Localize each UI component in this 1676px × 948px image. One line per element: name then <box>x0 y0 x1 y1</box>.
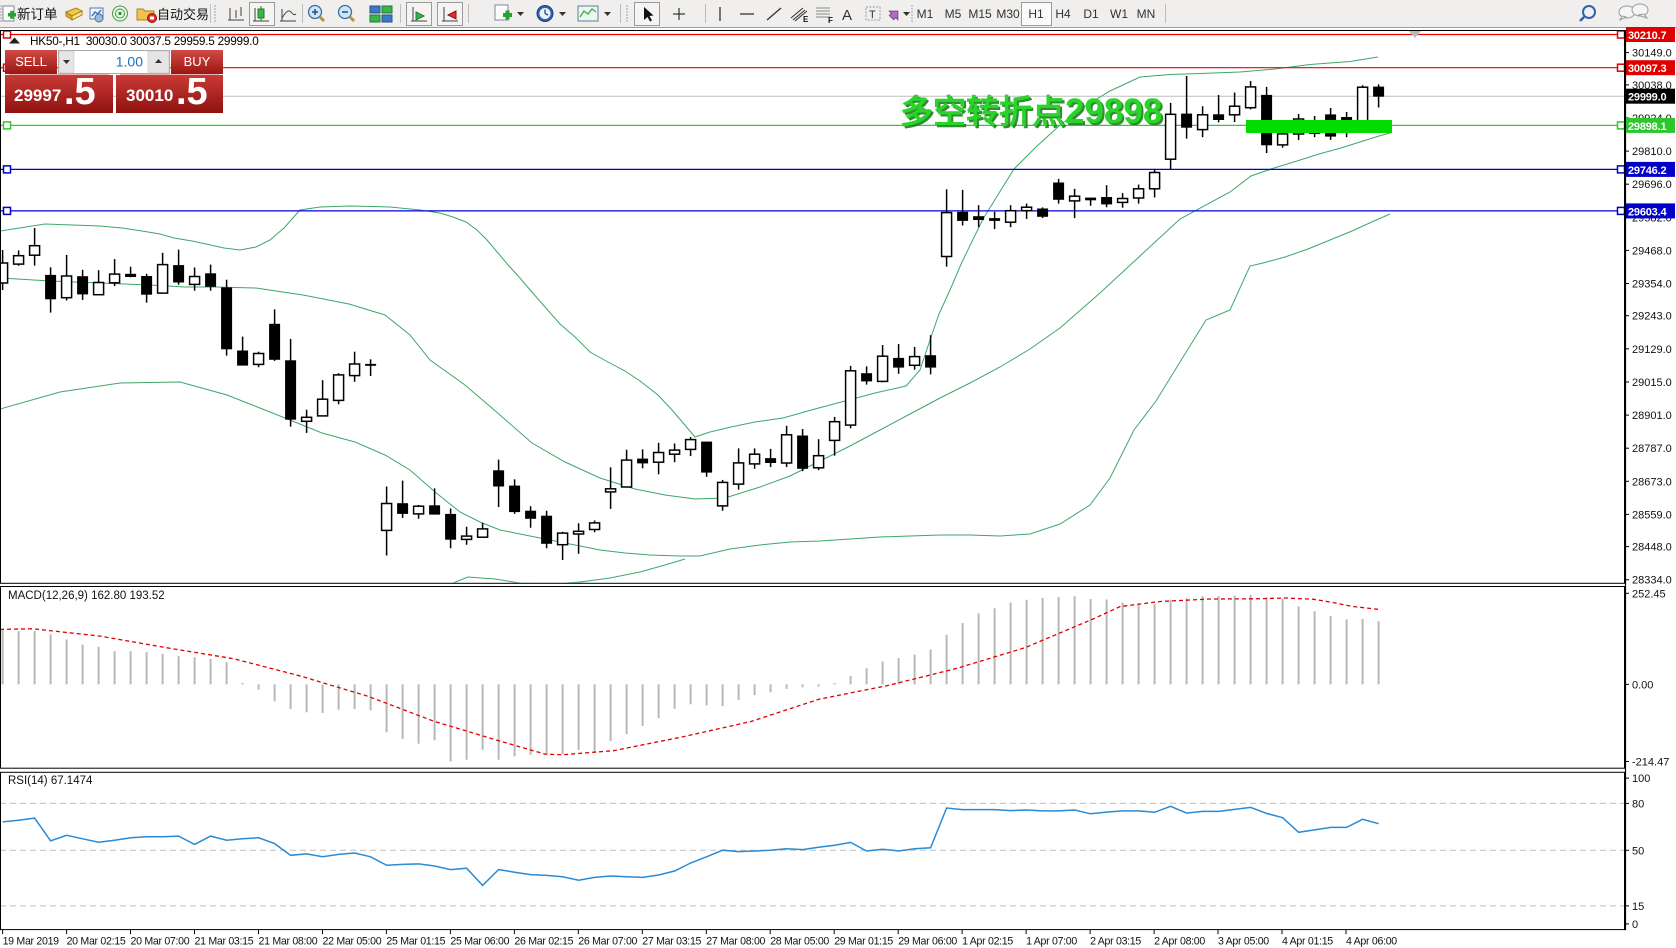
svg-text:多空转折点29898: 多空转折点29898 <box>902 94 1164 133</box>
svg-text:多空转折点29898: 多空转折点29898 <box>900 92 1162 131</box>
svg-text:26 Mar 02:15: 26 Mar 02:15 <box>514 936 573 948</box>
svg-text:BUY: BUY <box>184 54 211 69</box>
svg-text:H4: H4 <box>1055 7 1071 21</box>
svg-text:M30: M30 <box>996 7 1020 21</box>
svg-text:30097.3: 30097.3 <box>1628 63 1666 75</box>
svg-text:H1: H1 <box>1028 7 1044 21</box>
svg-text:27 Mar 03:15: 27 Mar 03:15 <box>642 936 701 948</box>
svg-text:-214.47: -214.47 <box>1632 757 1669 769</box>
svg-text:20 Mar 02:15: 20 Mar 02:15 <box>67 936 126 948</box>
svg-text:29898.1: 29898.1 <box>1628 121 1666 133</box>
svg-text:1 Apr 07:00: 1 Apr 07:00 <box>1026 936 1077 948</box>
svg-text:W1: W1 <box>1110 7 1128 21</box>
svg-text:28448.0: 28448.0 <box>1632 542 1672 554</box>
svg-text:80: 80 <box>1632 798 1644 810</box>
svg-text:自动交易: 自动交易 <box>157 7 209 22</box>
svg-text:19 Mar 2019: 19 Mar 2019 <box>3 936 60 948</box>
svg-text:0: 0 <box>1632 919 1638 931</box>
svg-text:29746.2: 29746.2 <box>1628 165 1666 177</box>
svg-text:27 Mar 08:00: 27 Mar 08:00 <box>706 936 765 948</box>
svg-text:29810.0: 29810.0 <box>1632 146 1672 158</box>
svg-text:15: 15 <box>1632 901 1644 913</box>
svg-text:D1: D1 <box>1083 7 1099 21</box>
svg-text:2 Apr 03:15: 2 Apr 03:15 <box>1090 936 1141 948</box>
svg-text:29129.0: 29129.0 <box>1632 344 1672 356</box>
svg-text:F: F <box>828 16 833 25</box>
svg-text:28 Mar 05:00: 28 Mar 05:00 <box>770 936 829 948</box>
svg-text:0.00: 0.00 <box>1632 679 1653 691</box>
svg-text:22 Mar 05:00: 22 Mar 05:00 <box>323 936 382 948</box>
svg-text:30010: 30010 <box>126 86 173 105</box>
svg-text:28334.0: 28334.0 <box>1632 575 1672 587</box>
svg-text:29468.0: 29468.0 <box>1632 245 1672 257</box>
svg-text:.5: .5 <box>176 71 208 113</box>
svg-text:29 Mar 06:00: 29 Mar 06:00 <box>898 936 957 948</box>
svg-text:MN: MN <box>1137 7 1156 21</box>
svg-text:4 Apr 06:00: 4 Apr 06:00 <box>1346 936 1397 948</box>
svg-text:RSI(14) 67.1474: RSI(14) 67.1474 <box>8 775 93 787</box>
svg-text:252.45: 252.45 <box>1632 588 1666 600</box>
svg-text:29015.0: 29015.0 <box>1632 377 1672 389</box>
svg-text:21 Mar 03:15: 21 Mar 03:15 <box>195 936 254 948</box>
svg-text:M1: M1 <box>917 7 934 21</box>
svg-text:M15: M15 <box>968 7 992 21</box>
svg-text:29696.0: 29696.0 <box>1632 179 1672 191</box>
svg-text:T: T <box>869 9 876 21</box>
svg-text:4 Apr 01:15: 4 Apr 01:15 <box>1282 936 1333 948</box>
svg-text:28673.0: 28673.0 <box>1632 476 1672 488</box>
svg-text:M5: M5 <box>945 7 962 21</box>
svg-text:28787.0: 28787.0 <box>1632 443 1672 455</box>
svg-text:29243.0: 29243.0 <box>1632 311 1672 323</box>
svg-text:29999.0: 29999.0 <box>1628 92 1666 104</box>
svg-text:50: 50 <box>1632 845 1644 857</box>
svg-text:100: 100 <box>1632 773 1650 785</box>
svg-text:.5: .5 <box>64 71 96 113</box>
svg-text:A: A <box>842 7 852 24</box>
svg-text:20 Mar 07:00: 20 Mar 07:00 <box>131 936 190 948</box>
svg-text:21 Mar 08:00: 21 Mar 08:00 <box>259 936 318 948</box>
svg-text:1.00: 1.00 <box>116 54 143 70</box>
svg-text:MACD(12,26,9) 162.80 193.52: MACD(12,26,9) 162.80 193.52 <box>8 590 165 602</box>
svg-text:28901.0: 28901.0 <box>1632 410 1672 422</box>
svg-text:25 Mar 01:15: 25 Mar 01:15 <box>386 936 445 948</box>
svg-text:SELL: SELL <box>15 54 47 69</box>
svg-text:新订单: 新订单 <box>17 7 58 22</box>
svg-text:2 Apr 08:00: 2 Apr 08:00 <box>1154 936 1205 948</box>
svg-text:29354.0: 29354.0 <box>1632 279 1672 291</box>
svg-text:30210.7: 30210.7 <box>1628 30 1666 42</box>
svg-text:26 Mar 07:00: 26 Mar 07:00 <box>578 936 637 948</box>
svg-text:25 Mar 06:00: 25 Mar 06:00 <box>450 936 509 948</box>
svg-text:3 Apr 05:00: 3 Apr 05:00 <box>1218 936 1269 948</box>
svg-text:E: E <box>803 15 809 24</box>
svg-text:29997: 29997 <box>14 86 61 105</box>
svg-text:1 Apr 02:15: 1 Apr 02:15 <box>962 936 1013 948</box>
svg-text:28559.0: 28559.0 <box>1632 509 1672 521</box>
svg-text:HK50-,H1 30030.0 30037.5 2995: HK50-,H1 30030.0 30037.5 29959.5 29999.0 <box>30 34 259 48</box>
svg-text:30149.0: 30149.0 <box>1632 48 1672 60</box>
svg-text:29 Mar 01:15: 29 Mar 01:15 <box>834 936 893 948</box>
svg-text:29603.4: 29603.4 <box>1628 206 1667 218</box>
